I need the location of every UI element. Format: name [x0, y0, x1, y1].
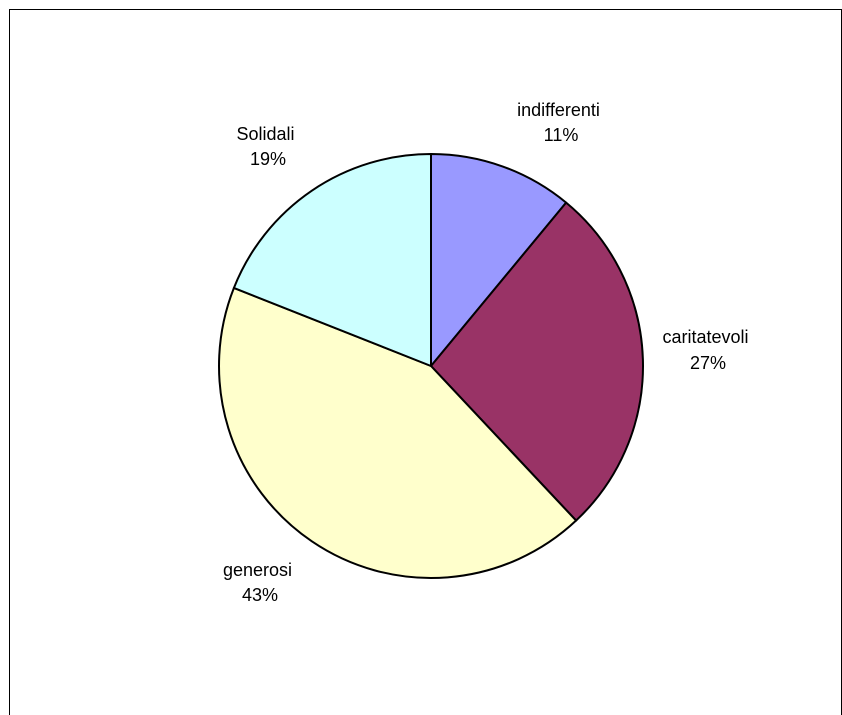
slice-name-generosi: generosi	[223, 560, 292, 580]
slice-label-caritatevoli: caritatevoli 27%	[662, 327, 753, 373]
slice-name-solidali: Solidali	[236, 124, 294, 144]
slice-name-indifferenti: indifferenti	[517, 100, 600, 120]
slice-percent-solidali: 19%	[250, 149, 286, 169]
slice-name-caritatevoli: caritatevoli	[662, 327, 748, 347]
slice-percent-indifferenti: 11%	[544, 125, 579, 145]
pie-slice-generosi	[218, 286, 578, 579]
slice-label-generosi: generosi 43%	[223, 560, 297, 605]
slice-label-solidali: Solidali 19%	[236, 124, 299, 169]
pie-slice-indifferenti	[430, 153, 568, 367]
pie-slices	[218, 153, 644, 579]
slice-label-indifferenti: indifferenti 11%	[517, 100, 605, 145]
pie-labels: indifferenti 11% caritatevoli 27% genero…	[223, 100, 753, 605]
pie-slice-caritatevoli	[430, 201, 644, 522]
slice-percent-caritatevoli: 27%	[690, 353, 726, 373]
slice-percent-generosi: 43%	[242, 585, 278, 605]
pie-slice-solidali	[232, 153, 432, 367]
